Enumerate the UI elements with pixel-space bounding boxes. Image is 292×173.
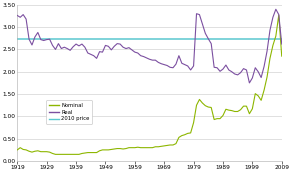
Legend: Nominal, Real, 2010 price: Nominal, Real, 2010 price bbox=[46, 100, 92, 124]
